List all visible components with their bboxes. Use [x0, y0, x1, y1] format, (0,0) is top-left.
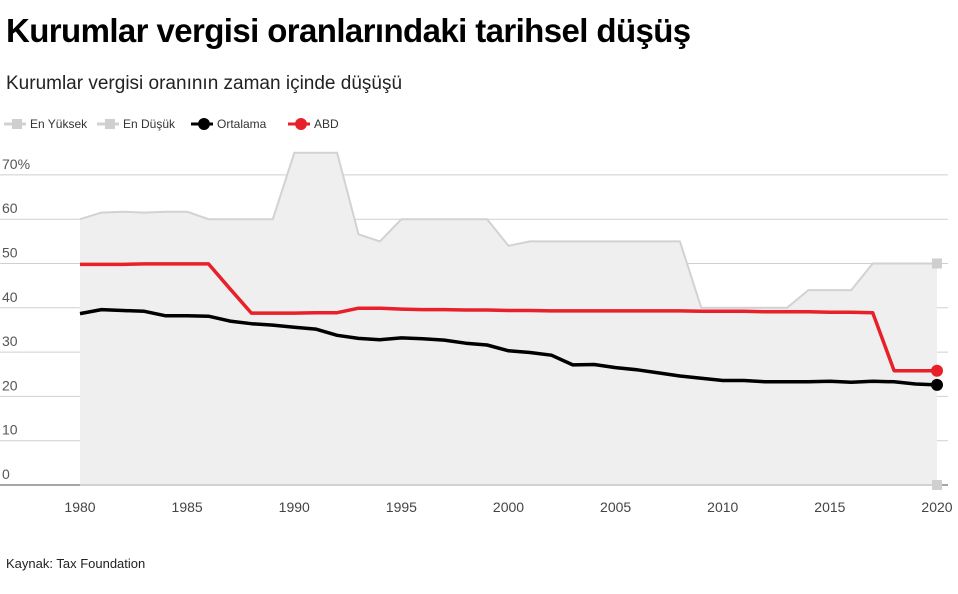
- legend-item-en-dusuk: En Düşük: [97, 117, 176, 131]
- x-tick-label: 1995: [386, 499, 417, 515]
- series-line-ortalama: [79, 307, 938, 387]
- range-area-layer: [80, 152, 937, 486]
- source-note: Kaynak: Tax Foundation: [6, 556, 146, 571]
- y-tick-label: 0: [2, 466, 10, 482]
- legend-dot-marker: [198, 118, 210, 130]
- legend: En Yüksek En Düşük Ortalama ABD: [4, 117, 339, 131]
- series-line-en-yuksek: [79, 151, 937, 309]
- end-marker-abd: [931, 364, 943, 377]
- legend-dot-marker: [295, 118, 307, 130]
- chart-subtitle: Kurumlar vergisi oranının zaman içinde d…: [6, 73, 403, 94]
- legend-label: Ortalama: [217, 117, 267, 131]
- y-tick-label: 30: [2, 333, 18, 349]
- legend-item-ortalama: Ortalama: [191, 117, 267, 131]
- series-line-abd: [80, 262, 937, 373]
- end-marker-ortalama: [931, 378, 943, 391]
- legend-square-marker: [12, 119, 22, 129]
- y-tick-label: 10: [2, 422, 18, 438]
- legend-label: En Yüksek: [30, 117, 88, 131]
- legend-item-en-yuksek: En Yüksek: [4, 117, 88, 131]
- x-tick-label: 2015: [814, 499, 845, 515]
- legend-item-abd: ABD: [288, 117, 339, 131]
- legend-square-marker: [105, 119, 115, 129]
- x-tick-label: 2000: [493, 499, 524, 515]
- end-marker-en-yuksek: [932, 258, 942, 269]
- y-tick-label: 40: [2, 289, 18, 305]
- y-tick-label: 70%: [2, 156, 30, 172]
- x-tick-label: 1985: [172, 499, 203, 515]
- x-tick-label: 1980: [64, 499, 95, 515]
- legend-label: ABD: [314, 117, 339, 131]
- y-tick-label: 50: [2, 245, 18, 261]
- x-tick-label: 1990: [279, 499, 310, 515]
- x-tick-label: 2010: [707, 499, 738, 515]
- x-tick-label: 2005: [600, 499, 631, 515]
- end-marker-en-dusuk: [932, 480, 942, 490]
- series-layer: [79, 151, 943, 490]
- legend-label: En Düşük: [123, 117, 176, 131]
- y-tick-label: 60: [2, 200, 18, 216]
- y-tick-label: 20: [2, 377, 18, 393]
- range-band: [80, 152, 937, 486]
- chart-title: Kurumlar vergisi oranlarındaki tarihsel …: [6, 12, 691, 49]
- x-tick-label: 2020: [921, 499, 952, 515]
